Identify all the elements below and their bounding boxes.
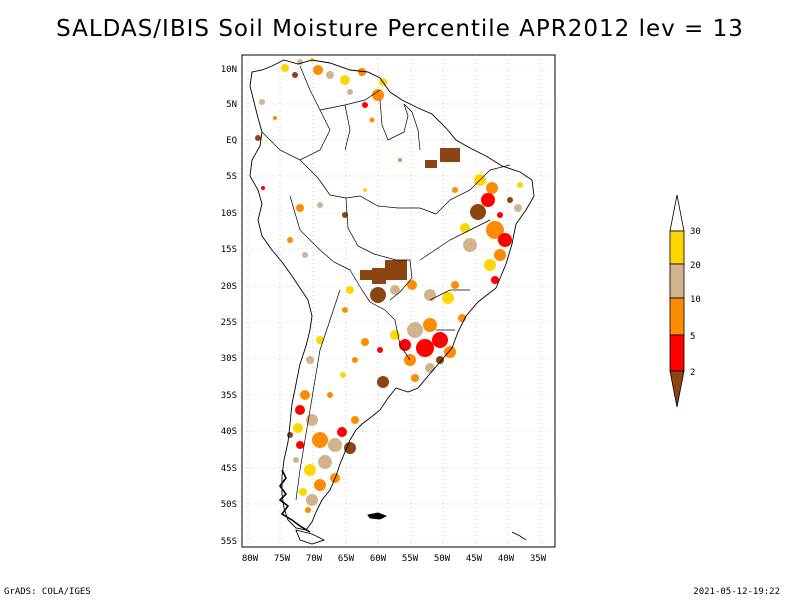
colorbar-bottom-arrow bbox=[669, 370, 685, 408]
lon-tick-label: 80W bbox=[242, 554, 259, 564]
lon-tick-label: 45W bbox=[466, 554, 483, 564]
colorbar-segment-5-10 bbox=[669, 297, 685, 336]
lon-tick-label: 35W bbox=[530, 554, 547, 564]
lat-tick-label: 15S bbox=[221, 245, 237, 255]
lat-tick-label: EQ bbox=[226, 136, 237, 146]
lat-tick-label: 25S bbox=[221, 318, 237, 328]
lat-tick-label: 35S bbox=[221, 391, 237, 401]
grid-lines bbox=[242, 55, 555, 547]
footer-timestamp: 2021-05-12-19:22 bbox=[693, 587, 780, 597]
colorbar-segment-2-5 bbox=[669, 334, 685, 372]
lon-tick-label: 60W bbox=[370, 554, 387, 564]
lon-tick-label: 70W bbox=[306, 554, 323, 564]
colorbar-label: 10 bbox=[690, 295, 701, 305]
colorbar-legend bbox=[669, 194, 685, 408]
lat-tick-label: 10S bbox=[221, 209, 237, 219]
colorbar-segment-10-20 bbox=[669, 263, 685, 299]
map-frame bbox=[241, 54, 556, 548]
lat-tick-label: 10N bbox=[221, 65, 237, 75]
lon-tick-label: 40W bbox=[498, 554, 515, 564]
colorbar-label: 20 bbox=[690, 261, 701, 271]
lon-tick-label: 50W bbox=[434, 554, 451, 564]
footer-credit: GrADS: COLA/IGES bbox=[4, 587, 91, 597]
colorbar-labels: 30 20 10 5 2 bbox=[690, 227, 701, 378]
lat-tick-label: 5N bbox=[226, 100, 237, 110]
lat-tick-label: 55S bbox=[221, 537, 237, 547]
tierra-del-fuego bbox=[295, 529, 326, 545]
chile-islands bbox=[278, 469, 311, 533]
lat-tick-labels: 10N 5N EQ 5S 10S 15S 20S 25S 30S 35S 40S… bbox=[221, 65, 237, 547]
falkland-islands bbox=[367, 512, 388, 520]
colorbar-segment-20-30 bbox=[669, 230, 685, 265]
shading-central bbox=[342, 260, 459, 313]
coastlines bbox=[249, 59, 535, 545]
shading-amazon bbox=[261, 158, 402, 258]
continent-outline bbox=[249, 59, 535, 531]
lon-tick-labels: 80W 75W 70W 65W 60W 55W 50W 45W 40W 35W bbox=[242, 554, 547, 564]
colorbar-label: 5 bbox=[690, 332, 695, 342]
lat-tick-label: 30S bbox=[221, 354, 237, 364]
colorbar-label: 2 bbox=[690, 368, 695, 378]
lat-tick-label: 50S bbox=[221, 500, 237, 510]
shading-south-brazil bbox=[361, 314, 466, 388]
lon-tick-label: 75W bbox=[274, 554, 291, 564]
colorbar-label: 30 bbox=[690, 227, 701, 237]
percentile-shading bbox=[255, 58, 523, 513]
lat-tick-label: 5S bbox=[226, 172, 237, 182]
map-title: SALDAS/IBIS Soil Moisture Percentile APR… bbox=[56, 16, 744, 42]
shading-argentina bbox=[287, 336, 359, 513]
south-georgia bbox=[511, 531, 527, 541]
lat-tick-label: 20S bbox=[221, 282, 237, 292]
lon-tick-label: 55W bbox=[402, 554, 419, 564]
lat-tick-label: 40S bbox=[221, 427, 237, 437]
lat-tick-label: 45S bbox=[221, 464, 237, 474]
lon-tick-label: 65W bbox=[338, 554, 355, 564]
national-borders bbox=[261, 65, 511, 501]
colorbar-top-arrow bbox=[669, 194, 685, 232]
